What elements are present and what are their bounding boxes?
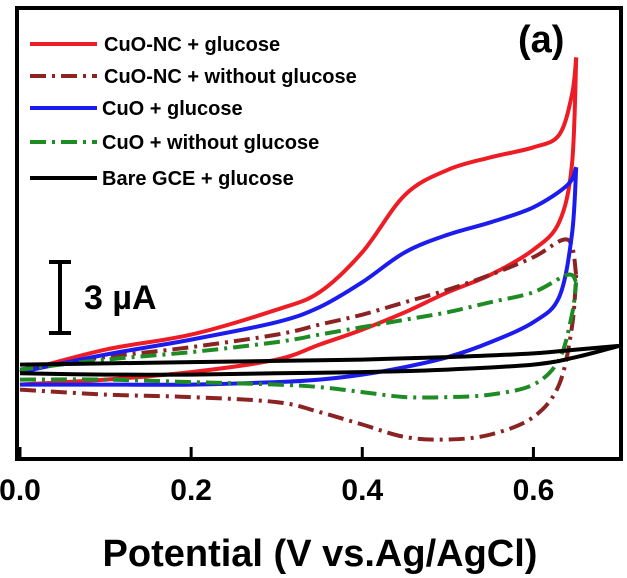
series-1-reverse-line	[19, 57, 579, 375]
panel-label: (a)	[518, 19, 564, 61]
series-2-reverse-line	[19, 237, 579, 372]
scale-bar: 3 µA	[49, 260, 157, 335]
legend-label-4: CuO + without glucose	[102, 132, 319, 154]
series-3-forward-line	[20, 167, 579, 387]
series-2	[19, 237, 579, 442]
legend: CuO-NC + glucose CuO-NC + without glucose…	[30, 34, 357, 190]
x-tick-label-4: 0.6	[513, 474, 555, 507]
x-tick-label-1: 0.0	[0, 474, 41, 507]
legend-label-5: Bare GCE + glucose	[102, 168, 294, 190]
series-5-forward-line	[19, 343, 620, 367]
curves-group	[19, 57, 620, 442]
series-4-reverse-line	[19, 272, 578, 372]
x-tick-label-3: 0.4	[341, 474, 383, 507]
series-2-forward-line	[19, 274, 579, 442]
scale-bar-label: 3 µA	[84, 279, 157, 317]
x-ticks-group: 0.0 0.2 0.4 0.6	[0, 447, 554, 507]
legend-label-3: CuO + glucose	[102, 98, 243, 120]
x-tick-label-2: 0.2	[170, 474, 212, 507]
series-3	[19, 166, 579, 387]
legend-label-1: CuO-NC + glucose	[104, 34, 280, 56]
series-3-reverse-line	[19, 166, 579, 375]
series-5-reverse-line	[19, 343, 620, 377]
series-5	[19, 343, 620, 377]
x-axis-title: Potential (V vs.Ag/AgCl)	[103, 533, 538, 575]
legend-label-2: CuO-NC + without glucose	[104, 66, 357, 88]
